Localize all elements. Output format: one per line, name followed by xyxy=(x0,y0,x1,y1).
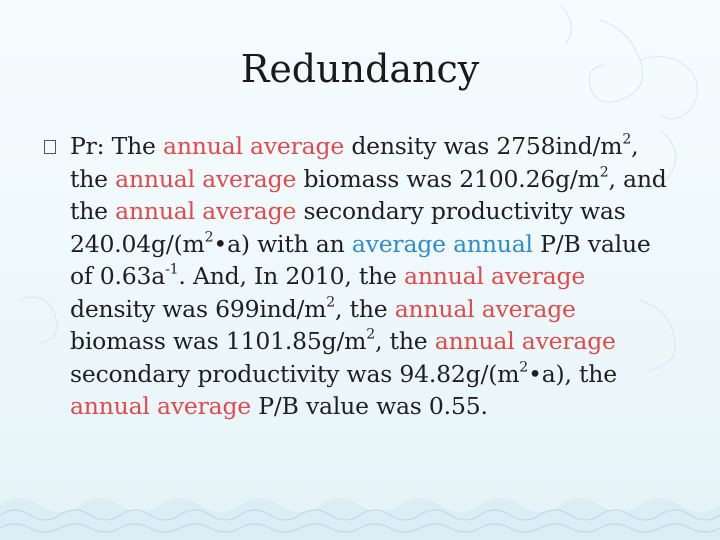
highlighted-phrase: annual average xyxy=(163,132,345,160)
highlighted-phrase: annual average xyxy=(70,392,252,420)
text-run: , the xyxy=(335,294,395,323)
text-run: •a), the xyxy=(528,359,617,388)
highlighted-phrase-alt: average annual xyxy=(351,229,533,258)
text-run: biomass was 1101.85g/m xyxy=(70,327,367,355)
text-run: •a) with an xyxy=(213,229,352,258)
highlighted-phrase: annual average xyxy=(115,197,297,225)
text-run: Pr: The xyxy=(70,132,164,160)
bullet-square-icon xyxy=(44,140,56,154)
text-run: , the xyxy=(375,327,435,355)
highlighted-phrase: annual average xyxy=(434,327,616,355)
text-run: , and the xyxy=(70,164,667,226)
text-run: , the xyxy=(70,132,639,193)
text-run: density was 2758ind/m xyxy=(344,132,623,160)
text-run: P/B value was 0.55. xyxy=(251,392,488,420)
superscript: 2 xyxy=(326,293,336,310)
slide-title: Redundancy xyxy=(240,47,480,91)
slide-body-text: Pr: The annual average density was 2758i… xyxy=(70,130,670,423)
superscript: -1 xyxy=(165,261,179,278)
superscript: 2 xyxy=(622,131,632,148)
superscript: 2 xyxy=(204,228,214,245)
text-run: biomass was 2100.26g/m xyxy=(296,164,600,193)
highlighted-phrase: annual average xyxy=(115,164,297,193)
text-run: P/B value of 0.63a xyxy=(70,229,651,291)
superscript: 2 xyxy=(366,326,376,343)
highlighted-phrase: annual average xyxy=(404,262,586,290)
text-run: secondary productivity was 240.04g/(m xyxy=(70,197,626,258)
superscript: 2 xyxy=(599,163,609,180)
text-run: secondary productivity was 94.82g/(m xyxy=(70,359,520,388)
highlighted-phrase: annual average xyxy=(394,294,576,323)
text-run: . And, In 2010, the xyxy=(178,262,405,290)
superscript: 2 xyxy=(519,358,529,375)
text-run: density was 699ind/m xyxy=(70,294,327,323)
